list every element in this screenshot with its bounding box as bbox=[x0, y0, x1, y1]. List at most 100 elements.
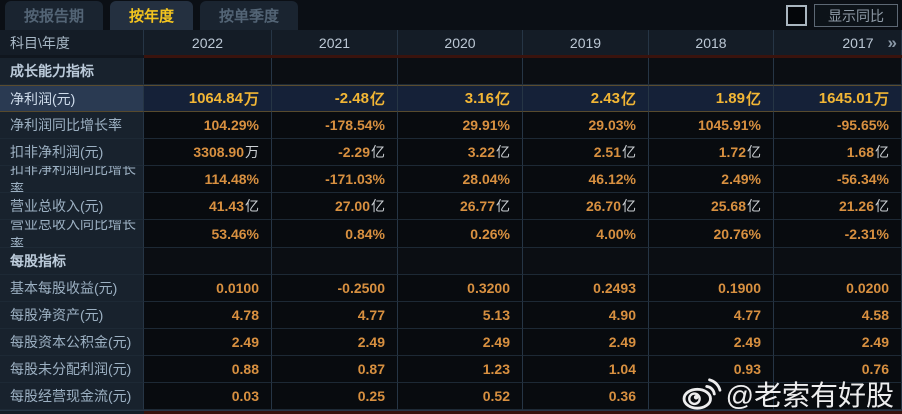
value-cell: 1045.91% bbox=[649, 112, 774, 140]
value-cell: 1064.84 万 bbox=[144, 85, 272, 113]
header-underline bbox=[0, 55, 902, 58]
table-header: 科目\年度 2022 2021 2020 2019 2018 2017 » bbox=[0, 30, 902, 55]
row-label: 净利润同比增长率 bbox=[0, 112, 144, 140]
value-cell bbox=[523, 58, 649, 86]
year-header-2021[interactable]: 2021 bbox=[272, 30, 398, 55]
value-cell: -178.54% bbox=[272, 112, 398, 140]
value-cell bbox=[774, 247, 902, 275]
value-cell: 26.77 亿 bbox=[398, 193, 523, 221]
value-cell: 0.03 bbox=[144, 382, 272, 411]
section-row[interactable]: 每股指标 bbox=[0, 247, 902, 275]
table-row[interactable]: 基本每股收益(元) 0.0100 -0.2500 0.3200 0.2493 0.1900… bbox=[0, 274, 902, 302]
value-cell: -2.31% bbox=[774, 220, 902, 248]
row-label: 营业总收入同比增长率 bbox=[0, 220, 144, 248]
value-cell: 29.03% bbox=[523, 112, 649, 140]
value-cell: 2.49 bbox=[144, 328, 272, 356]
table-row[interactable]: 每股净资产(元) 4.78 4.77 5.13 4.90 4.77 4.58 bbox=[0, 301, 902, 329]
value-cell bbox=[272, 247, 398, 275]
value-cell: 0.2493 bbox=[523, 274, 649, 302]
value-cell: 20.76% bbox=[649, 220, 774, 248]
value-cell: 0.3200 bbox=[398, 274, 523, 302]
value-cell: 46.12% bbox=[523, 166, 649, 194]
value-cell: 27.00 亿 bbox=[272, 193, 398, 221]
value-cell: 0.25 bbox=[272, 382, 398, 411]
value-cell: 0.93 bbox=[649, 355, 774, 383]
yoy-controls: 显示同比 bbox=[786, 4, 898, 27]
value-cell: 104.29% bbox=[144, 112, 272, 140]
value-cell: 5.13 bbox=[398, 301, 523, 329]
tab-annual[interactable]: 按年度 bbox=[110, 1, 194, 30]
value-cell bbox=[774, 382, 902, 411]
value-cell: 4.77 bbox=[649, 301, 774, 329]
value-cell: 0.52 bbox=[398, 382, 523, 411]
row-label: 扣非净利润(元) bbox=[0, 139, 144, 167]
value-cell: 2.49 bbox=[398, 328, 523, 356]
value-cell: 3.16 亿 bbox=[398, 85, 523, 113]
value-cell: 4.90 bbox=[523, 301, 649, 329]
value-cell: 2.43 亿 bbox=[523, 85, 649, 113]
year-header-2019[interactable]: 2019 bbox=[523, 30, 649, 55]
value-cell: 25.68 亿 bbox=[649, 193, 774, 221]
tab-single-quarter[interactable]: 按单季度 bbox=[200, 1, 299, 30]
value-cell: 0.0100 bbox=[144, 274, 272, 302]
year-header-2022[interactable]: 2022 bbox=[144, 30, 272, 55]
value-cell bbox=[649, 382, 774, 411]
value-cell: 0.76 bbox=[774, 355, 902, 383]
more-years-icon[interactable]: » bbox=[887, 32, 898, 52]
value-cell: 29.91% bbox=[398, 112, 523, 140]
table-row[interactable]: 营业总收入同比增长率 53.46% 0.84% 0.26% 4.00% 20.76% -2.… bbox=[0, 220, 902, 248]
value-cell: 1.89 亿 bbox=[649, 85, 774, 113]
row-label: 扣非净利润同比增长率 bbox=[0, 166, 144, 194]
value-cell: -2.29 亿 bbox=[272, 139, 398, 167]
value-cell: 28.04% bbox=[398, 166, 523, 194]
value-cell: 41.43 亿 bbox=[144, 193, 272, 221]
year-header-2020[interactable]: 2020 bbox=[398, 30, 523, 55]
row-label: 每股指标 bbox=[0, 247, 144, 275]
value-cell: -0.2500 bbox=[272, 274, 398, 302]
show-yoy-checkbox[interactable] bbox=[786, 5, 807, 26]
value-cell: 2.49 bbox=[272, 328, 398, 356]
row-label: 每股经营现金流(元) bbox=[0, 382, 144, 411]
year-header-2017-label: 2017 bbox=[842, 34, 874, 51]
value-cell: -95.65% bbox=[774, 112, 902, 140]
section-row[interactable]: 成长能力指标 bbox=[0, 58, 902, 86]
value-cell: 0.26% bbox=[398, 220, 523, 248]
value-cell bbox=[398, 58, 523, 86]
value-cell: 2.49 bbox=[523, 328, 649, 356]
table-row[interactable]: 每股资本公积金(元) 2.49 2.49 2.49 2.49 2.49 2.49 bbox=[0, 328, 902, 356]
tab-report-period[interactable]: 按报告期 bbox=[5, 1, 104, 30]
value-cell bbox=[649, 58, 774, 86]
year-header-2017[interactable]: 2017 » bbox=[774, 30, 902, 55]
value-cell bbox=[144, 247, 272, 275]
table-row[interactable]: 扣非净利润同比增长率 114.48% -171.03% 28.04% 46.12% 2.4… bbox=[0, 166, 902, 194]
row-label: 每股净资产(元) bbox=[0, 301, 144, 329]
period-tab-bar: 按报告期 按年度 按单季度 显示同比 bbox=[0, 0, 902, 30]
value-cell: 0.84% bbox=[272, 220, 398, 248]
table-row[interactable]: 扣非净利润(元) 3308.90 万 -2.29 亿 3.22 亿 2.51 亿 1.72 亿 1.6… bbox=[0, 139, 902, 167]
table-row[interactable]: 净利润(元) 1064.84 万 -2.48 亿 3.16 亿 2.43 亿 1.89 亿 1645.… bbox=[0, 85, 902, 113]
table-row[interactable]: 净利润同比增长率 104.29% -178.54% 29.91% 29.03% 1045.… bbox=[0, 112, 902, 140]
row-label: 基本每股收益(元) bbox=[0, 274, 144, 302]
row-label: 成长能力指标 bbox=[0, 58, 144, 86]
value-cell bbox=[649, 247, 774, 275]
year-header-2018[interactable]: 2018 bbox=[649, 30, 774, 55]
value-cell: 3.22 亿 bbox=[398, 139, 523, 167]
value-cell: 0.36 bbox=[523, 382, 649, 411]
value-cell: 2.49% bbox=[649, 166, 774, 194]
table-row[interactable]: 每股未分配利润(元) 0.88 0.87 1.23 1.04 0.93 0.76 bbox=[0, 355, 902, 383]
value-cell: 4.78 bbox=[144, 301, 272, 329]
value-cell bbox=[774, 58, 902, 86]
value-cell: 114.48% bbox=[144, 166, 272, 194]
value-cell: 2.49 bbox=[774, 328, 902, 356]
table-row[interactable]: 营业总收入(元) 41.43 亿 27.00 亿 26.77 亿 26.70 亿 25.68 亿 21… bbox=[0, 193, 902, 221]
row-label: 每股未分配利润(元) bbox=[0, 355, 144, 383]
value-cell: 1.23 bbox=[398, 355, 523, 383]
value-cell: 0.1900 bbox=[649, 274, 774, 302]
show-yoy-label[interactable]: 显示同比 bbox=[814, 4, 898, 27]
table-row[interactable]: 每股经营现金流(元) 0.03 0.25 0.52 0.36 bbox=[0, 382, 902, 411]
value-cell: 1.04 bbox=[523, 355, 649, 383]
value-cell: 3308.90 万 bbox=[144, 139, 272, 167]
value-cell: 1.68 亿 bbox=[774, 139, 902, 167]
value-cell: 0.0200 bbox=[774, 274, 902, 302]
